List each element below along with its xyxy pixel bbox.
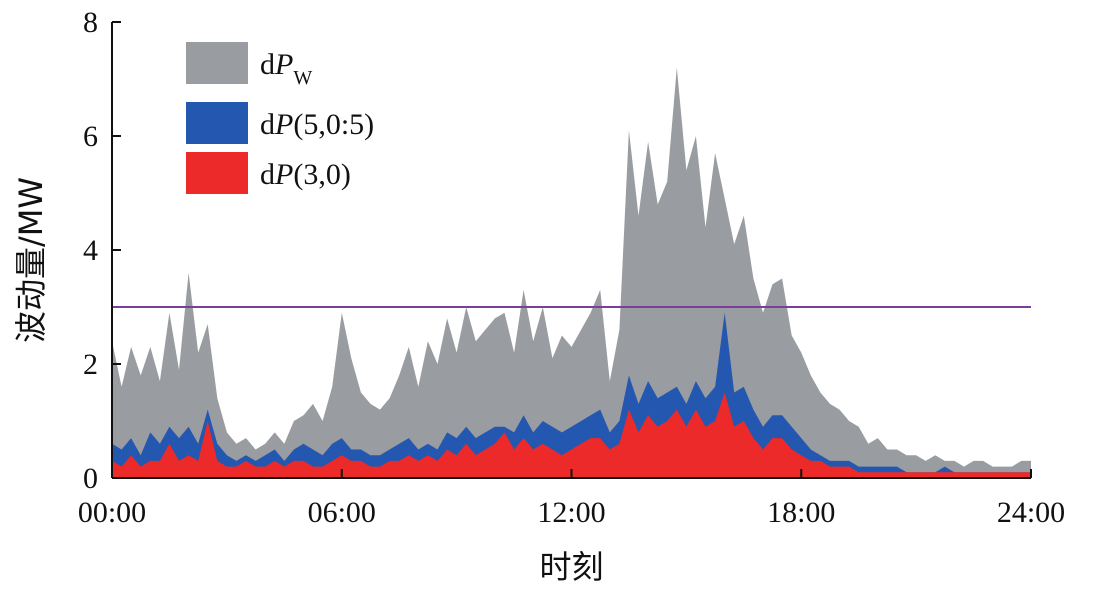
y-tick-label: 2 [83,348,98,381]
legend-swatch-0 [186,42,248,84]
x-tick-label: 12:00 [537,496,605,529]
series-layer [112,67,1031,478]
x-tick-label: 06:00 [308,496,376,529]
y-tick-label: 6 [83,120,98,153]
x-tick-label: 24:00 [997,496,1065,529]
legend-label-2: dP(3,0) [260,158,351,191]
legend-swatch-1 [186,102,248,144]
series-area-0 [112,67,1031,478]
x-tick-label: 00:00 [78,496,146,529]
y-tick-label: 4 [83,234,98,267]
legend-swatch-2 [186,152,248,194]
legend-label-1: dP(5,0:5) [260,108,374,141]
tick-layer: 0 2 4 6 8 00:00 06:00 12:00 18:00 24:00 [78,6,1065,529]
legend: dPW dP(5,0:5) dP(3,0) [186,42,374,194]
y-axis-title: 波动量/MW [12,177,50,343]
y-tick-label: 8 [83,6,98,39]
x-axis-title: 时刻 [539,548,603,586]
legend-label-0: dPW [260,48,312,89]
x-tick-label: 18:00 [767,496,835,529]
y-tick-label: 0 [83,462,98,495]
series-area-2 [112,392,1031,478]
